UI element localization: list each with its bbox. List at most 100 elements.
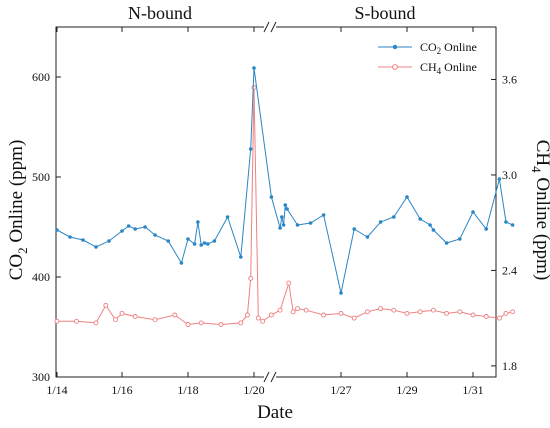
- data-point-30: [308, 221, 313, 225]
- data-point-34: [457, 309, 463, 315]
- data-point-15: [199, 243, 203, 247]
- x-axis-ticks: 1/14 1/16 1/18 1/20 1/27 1/29 1/31: [46, 27, 484, 397]
- right-y-axis-title: CH4 Online (ppm): [529, 140, 550, 281]
- data-point-26: [281, 223, 286, 227]
- left-y-axis-ticks: 300 400 500 600: [32, 70, 61, 384]
- data-point-1: [74, 318, 79, 324]
- section-label-s-bound: S-bound: [354, 3, 415, 23]
- series-line: [56, 67, 513, 294]
- data-point-1: [68, 235, 72, 239]
- data-point-20: [286, 280, 292, 286]
- series-line: [57, 87, 513, 326]
- data-point-27: [283, 203, 288, 207]
- data-point-22: [295, 306, 300, 312]
- data-point-40: [431, 228, 436, 232]
- break-slash-1: [263, 21, 270, 33]
- x-tick-label-1: 1/16: [111, 383, 132, 397]
- data-point-22: [252, 66, 256, 70]
- data-point-47: [510, 223, 515, 227]
- x-tick-label-3: 1/20: [243, 383, 264, 397]
- data-point-17: [206, 242, 210, 246]
- data-point-33: [352, 227, 357, 231]
- data-point-29: [295, 223, 300, 227]
- data-point-14: [196, 220, 200, 224]
- data-point-37: [405, 195, 409, 199]
- legend-co2-label: CO2 Online: [420, 40, 477, 56]
- right-y-axis-ticks: 1.8 2.4 3.0 3.6: [491, 73, 517, 373]
- break-gap-top: [264, 23, 276, 31]
- data-point-8: [143, 225, 147, 229]
- legend-ch4-marker: [392, 64, 398, 70]
- data-point-36: [483, 314, 489, 319]
- plot-frame: [55, 26, 497, 378]
- data-point-8: [172, 312, 178, 318]
- data-point-32: [339, 291, 343, 295]
- data-point-12: [238, 320, 244, 326]
- ch4-series: [54, 85, 516, 327]
- data-point-18: [212, 239, 217, 243]
- data-point-16: [202, 241, 207, 245]
- data-point-4: [113, 317, 118, 323]
- data-point-39: [510, 309, 516, 315]
- left-axis-title-rest: Online (ppm): [6, 140, 27, 248]
- data-point-43: [471, 210, 475, 214]
- right-axis-title-subscript: 4: [529, 166, 544, 173]
- break-gap-bottom: [264, 373, 276, 381]
- data-point-34: [365, 235, 370, 239]
- data-point-35: [378, 220, 383, 224]
- data-point-45: [497, 177, 502, 181]
- left-tick-label-3: 600: [32, 70, 50, 84]
- left-tick-label-2: 500: [32, 170, 50, 184]
- data-point-26: [351, 315, 357, 321]
- legend-co2-marker: [392, 44, 398, 50]
- plot-border: [55, 26, 497, 378]
- data-point-7: [133, 227, 137, 231]
- data-point-38: [503, 310, 509, 316]
- section-label-n-bound: N-bound: [128, 3, 192, 23]
- data-point-10: [198, 320, 204, 326]
- data-point-41: [444, 241, 449, 245]
- data-point-3: [103, 302, 109, 308]
- data-point-25: [338, 310, 344, 316]
- axis-break-mark: [263, 21, 277, 383]
- right-axis-title-main: CH: [532, 140, 550, 167]
- left-y-axis-title: CO2 Online (ppm): [6, 140, 30, 281]
- data-point-20: [239, 255, 243, 259]
- data-point-16: [255, 315, 261, 321]
- data-point-33: [444, 310, 450, 316]
- break-slash-2: [270, 21, 277, 33]
- data-point-7: [152, 317, 158, 323]
- right-tick-label-1: 2.4: [502, 263, 517, 277]
- right-tick-label-0: 1.8: [502, 359, 517, 373]
- left-axis-title-main: CO: [6, 254, 27, 280]
- x-tick-label-6: 1/31: [462, 383, 483, 397]
- data-point-28: [378, 306, 384, 312]
- data-point-0: [54, 318, 60, 324]
- data-point-11: [179, 261, 184, 265]
- data-point-27: [364, 309, 370, 315]
- data-point-23: [269, 195, 274, 199]
- data-point-10: [166, 239, 170, 243]
- data-point-25: [280, 215, 284, 219]
- data-point-32: [430, 307, 436, 313]
- data-point-46: [504, 220, 508, 224]
- legend-ch4-label: CH4 Online: [420, 60, 477, 76]
- x-axis-title: Date: [257, 402, 293, 423]
- data-point-42: [458, 237, 462, 241]
- left-tick-label-0: 300: [32, 370, 50, 384]
- data-point-2: [81, 238, 85, 242]
- data-point-2: [93, 320, 99, 326]
- data-point-31: [417, 309, 423, 315]
- data-point-9: [153, 233, 157, 237]
- data-point-5: [119, 310, 125, 316]
- data-point-13: [192, 242, 197, 246]
- data-point-35: [470, 312, 476, 318]
- data-point-3: [94, 245, 98, 249]
- data-point-4: [107, 239, 111, 243]
- x-tick-label-2: 1/18: [177, 383, 198, 397]
- data-point-36: [392, 215, 396, 219]
- x-tick-label-4: 1/27: [330, 383, 351, 397]
- data-point-23: [303, 307, 309, 313]
- data-point-39: [428, 223, 432, 227]
- data-point-13: [244, 312, 250, 318]
